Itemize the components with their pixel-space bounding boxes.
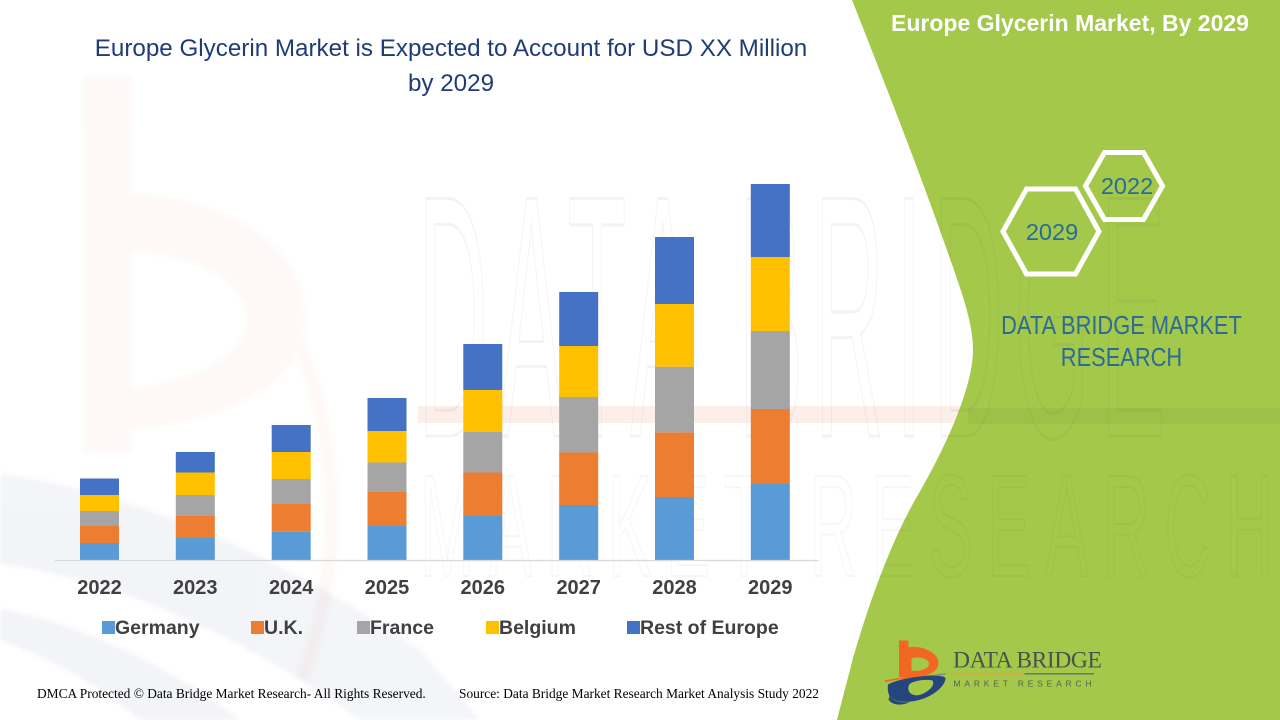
svg-text:2029: 2029 <box>1026 219 1078 245</box>
svg-text:2022: 2022 <box>1101 173 1153 199</box>
svg-text:MARKET RESEARCH: MARKET RESEARCH <box>954 679 1096 689</box>
svg-text:DATA BRIDGE: DATA BRIDGE <box>953 648 1101 674</box>
